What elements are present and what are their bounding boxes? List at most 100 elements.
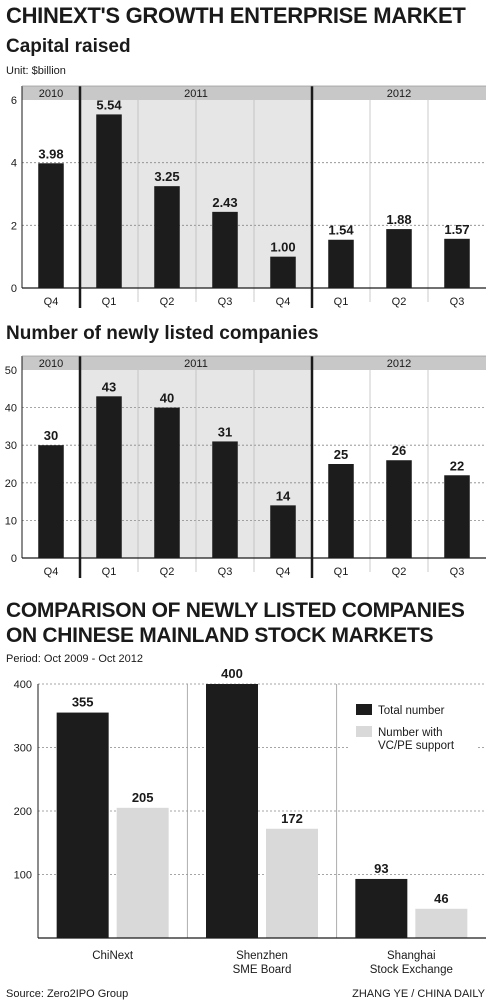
capital-value-label: 2.43 bbox=[212, 195, 237, 210]
legend-vcpe-label: VC/PE support bbox=[378, 740, 455, 752]
legend-total-swatch bbox=[356, 704, 372, 715]
listings-bar bbox=[38, 445, 64, 558]
listings-ytick-label: 0 bbox=[11, 553, 17, 565]
capital-category-label: Q2 bbox=[160, 296, 175, 308]
capital-ytick-label: 6 bbox=[11, 95, 17, 107]
listings-value-label: 14 bbox=[276, 488, 291, 503]
listings-value-label: 43 bbox=[102, 379, 116, 394]
listings-category-label: Q3 bbox=[218, 566, 233, 578]
comparison-category-label: Stock Exchange bbox=[370, 964, 453, 976]
listings-bar bbox=[154, 407, 180, 558]
comparison-total-bar bbox=[56, 712, 109, 938]
capital-year-label: 2011 bbox=[184, 88, 208, 100]
listings-ytick-label: 50 bbox=[5, 365, 17, 377]
listings-category-label: Q2 bbox=[160, 566, 175, 578]
legend-vcpe-swatch bbox=[356, 726, 372, 737]
capital-ytick-label: 0 bbox=[11, 283, 17, 295]
listings-value-label: 26 bbox=[392, 443, 406, 458]
listings-category-label: Q4 bbox=[44, 566, 59, 578]
listings-value-label: 25 bbox=[334, 447, 348, 462]
listings-year-label: 2012 bbox=[387, 358, 411, 370]
listings-ytick-label: 20 bbox=[5, 478, 17, 490]
legend-vcpe-label: Number with bbox=[378, 727, 443, 739]
listings-value-label: 31 bbox=[218, 424, 232, 439]
comparison-vcpe-value: 172 bbox=[281, 811, 303, 826]
comparison-vcpe-bar bbox=[415, 908, 468, 938]
comparison-category-label: ChiNext bbox=[92, 950, 134, 962]
capital-value-label: 1.54 bbox=[328, 223, 354, 238]
capital-value-label: 5.54 bbox=[96, 97, 122, 112]
comparison-total-value: 400 bbox=[221, 666, 243, 681]
capital-category-label: Q2 bbox=[392, 296, 407, 308]
capital-bar bbox=[270, 256, 296, 288]
capital-value-label: 3.25 bbox=[154, 169, 179, 184]
comparison-total-bar bbox=[206, 684, 258, 938]
listings-bar bbox=[212, 441, 238, 558]
comparison-vcpe-value: 205 bbox=[132, 790, 154, 805]
listings-category-label: Q3 bbox=[450, 566, 465, 578]
capital-bar bbox=[444, 238, 470, 288]
listings-category-label: Q1 bbox=[334, 566, 349, 578]
comparison-chart: 100 200 300 400 355 205 ChiNext 400 172 Shenzhen S… bbox=[14, 666, 486, 976]
comparison-ytick-label: 300 bbox=[14, 743, 32, 755]
capital-bar bbox=[96, 114, 122, 288]
comparison-total-value: 355 bbox=[72, 695, 94, 710]
capital-year-label: 2010 bbox=[39, 88, 63, 100]
comparison-category-label: SME Board bbox=[233, 964, 292, 976]
comparison-category-label: Shanghai bbox=[387, 950, 436, 962]
capital-bar bbox=[386, 229, 412, 288]
capital-value-label: 3.98 bbox=[38, 146, 63, 161]
capital-value-label: 1.88 bbox=[386, 212, 411, 227]
capital-value-label: 1.00 bbox=[270, 240, 295, 255]
capital-year-header bbox=[22, 86, 486, 100]
credit-note: ZHANG YE / CHINA DAILY bbox=[352, 988, 485, 1000]
listings-year-label: 2011 bbox=[184, 358, 208, 370]
listings-bar bbox=[96, 396, 122, 558]
listings-category-label: Q2 bbox=[392, 566, 407, 578]
capital-raised-chart: 0 2 4 6 2010 2011 2012 3.98 Q4 5.54 Q1 3.25 Q2 2.43 Q3… bbox=[11, 85, 486, 308]
listings-category-label: Q1 bbox=[102, 566, 117, 578]
legend-total-label: Total number bbox=[378, 705, 445, 717]
listings-category-label: Q4 bbox=[276, 566, 291, 578]
comparison-ytick-label: 100 bbox=[14, 870, 32, 882]
capital-value-label: 1.57 bbox=[444, 222, 469, 237]
listings-bar bbox=[328, 464, 354, 558]
listings-bar bbox=[270, 505, 296, 558]
capital-bar bbox=[212, 211, 238, 288]
capital-ytick-label: 2 bbox=[11, 220, 17, 232]
newly-listed-title: Number of newly listed companies bbox=[6, 323, 319, 344]
listings-ytick-label: 10 bbox=[5, 515, 17, 527]
period-note: Period: Oct 2009 - Oct 2012 bbox=[6, 653, 143, 665]
listings-ytick-label: 30 bbox=[5, 440, 17, 452]
listings-value-label: 40 bbox=[160, 391, 174, 406]
comparison-category-label: Shenzhen bbox=[236, 950, 288, 962]
capital-category-label: Q3 bbox=[450, 296, 465, 308]
comparison-vcpe-value: 46 bbox=[434, 891, 448, 906]
capital-category-label: Q3 bbox=[218, 296, 233, 308]
comparison-total-value: 93 bbox=[374, 861, 388, 876]
capital-category-label: Q1 bbox=[102, 296, 117, 308]
listings-year-label: 2010 bbox=[39, 358, 63, 370]
capital-raised-title: Capital raised bbox=[6, 36, 131, 57]
comparison-vcpe-bar bbox=[266, 828, 318, 938]
unit-note: Unit: $billion bbox=[6, 65, 66, 77]
comparison-ytick-label: 400 bbox=[14, 679, 32, 691]
listings-bar bbox=[386, 460, 412, 558]
capital-bar bbox=[154, 186, 180, 288]
listings-value-label: 30 bbox=[44, 428, 58, 443]
capital-bar bbox=[38, 163, 64, 288]
listings-bar bbox=[444, 475, 470, 558]
comparison-ytick-label: 200 bbox=[14, 806, 32, 818]
listings-ytick-label: 40 bbox=[5, 403, 17, 415]
listings-value-label: 22 bbox=[450, 458, 464, 473]
capital-year-label: 2012 bbox=[387, 88, 411, 100]
main-title: CHINEXT'S GROWTH ENTERPRISE MARKET bbox=[6, 3, 466, 28]
capital-category-label: Q4 bbox=[276, 296, 291, 308]
source-note: Source: Zero2IPO Group bbox=[6, 988, 129, 1000]
listings-year-header bbox=[22, 356, 486, 370]
capital-category-label: Q4 bbox=[44, 296, 59, 308]
comparison-total-bar bbox=[355, 878, 408, 938]
capital-bar bbox=[328, 239, 354, 288]
capital-ytick-label: 4 bbox=[11, 158, 17, 170]
comparison-vcpe-bar bbox=[116, 807, 169, 938]
